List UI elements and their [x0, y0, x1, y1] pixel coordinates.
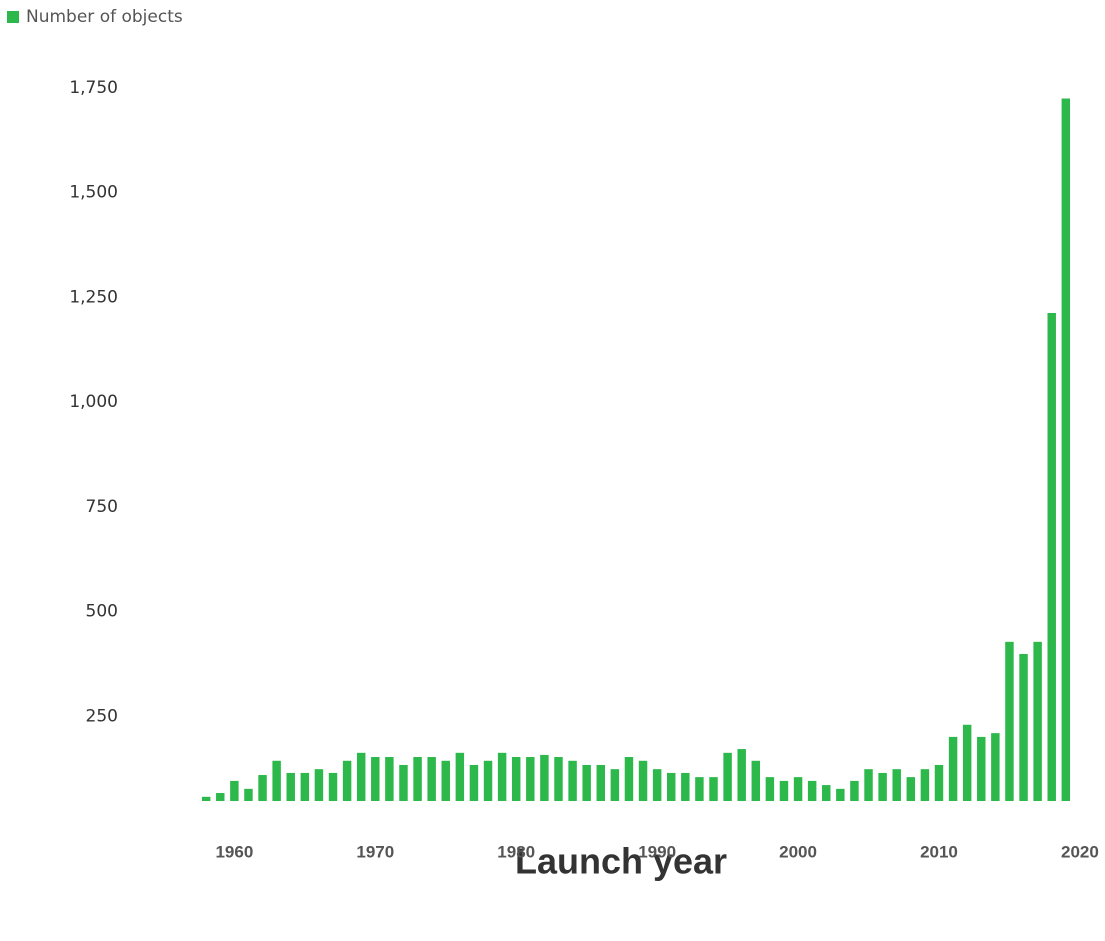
bar: [779, 780, 789, 801]
y-tick-label: 1,000: [69, 392, 118, 412]
x-axis-title: Launch year: [515, 841, 727, 882]
bar: [511, 757, 521, 801]
y-tick-label: 1,500: [69, 183, 118, 203]
bar: [526, 757, 535, 801]
bar: [681, 772, 690, 801]
bar: [1061, 98, 1071, 802]
bar: [258, 775, 267, 801]
x-tick-label: 2010: [920, 842, 958, 861]
y-tick-label: 250: [86, 706, 118, 726]
bar: [356, 752, 366, 801]
bar: [230, 780, 239, 801]
bar: [399, 764, 408, 801]
bar: [793, 777, 803, 801]
bar: [596, 764, 605, 801]
bar: [723, 752, 732, 801]
x-tick-label: 2000: [779, 842, 817, 861]
y-tick-label: 750: [86, 497, 118, 517]
x-tick-label: 2020: [1061, 842, 1099, 861]
bar: [272, 760, 281, 801]
bar: [441, 760, 450, 801]
bar: [540, 754, 549, 801]
bar: [314, 769, 324, 801]
bar: [1047, 312, 1056, 801]
x-tick-label: 1990: [638, 842, 676, 861]
bar: [667, 772, 676, 801]
bar: [737, 749, 746, 801]
bar: [328, 772, 338, 801]
bar: [709, 777, 718, 801]
bar: [371, 757, 380, 801]
bar: [765, 777, 775, 801]
bar: [286, 772, 295, 801]
bar: [906, 777, 916, 801]
bar: [962, 724, 972, 801]
bar: [948, 736, 958, 801]
legend-swatch: [7, 11, 19, 23]
bar: [1005, 641, 1014, 801]
bar: [991, 733, 1000, 801]
bar: [638, 760, 648, 801]
bar: [427, 757, 436, 801]
bar: [1019, 653, 1028, 801]
bar: [582, 764, 591, 801]
bar: [469, 764, 479, 801]
bar: [977, 736, 986, 801]
x-tick-label: 1960: [215, 842, 253, 861]
bar: [300, 772, 310, 801]
bar: [413, 757, 422, 801]
y-tick-label: 500: [86, 602, 118, 622]
bar: [695, 777, 704, 801]
bar: [850, 780, 859, 801]
bar: [455, 752, 465, 801]
bar: [342, 760, 352, 801]
bar: [807, 780, 817, 801]
bar: [497, 752, 507, 801]
x-tick-label: 1980: [497, 842, 535, 861]
bar: [836, 788, 845, 801]
bar: [920, 769, 930, 801]
bar: [652, 769, 662, 801]
bar: [568, 760, 577, 801]
y-tick-label: 1,250: [69, 287, 118, 307]
bar: [878, 772, 887, 801]
bar: [624, 757, 634, 801]
bar: [1033, 641, 1042, 801]
bar: [610, 769, 620, 801]
bar: [244, 788, 253, 801]
bar: [864, 769, 873, 801]
legend-label: Number of objects: [26, 7, 183, 27]
bar: [892, 769, 901, 801]
bar: [751, 760, 761, 801]
bar: [822, 785, 831, 801]
bar: [483, 760, 493, 801]
bar: [554, 757, 563, 801]
bar: [385, 757, 394, 801]
bar: [201, 796, 211, 801]
bar: [934, 764, 944, 801]
y-tick-label: 1,750: [69, 78, 118, 98]
bar: [216, 793, 225, 801]
x-tick-label: 1970: [356, 842, 394, 861]
